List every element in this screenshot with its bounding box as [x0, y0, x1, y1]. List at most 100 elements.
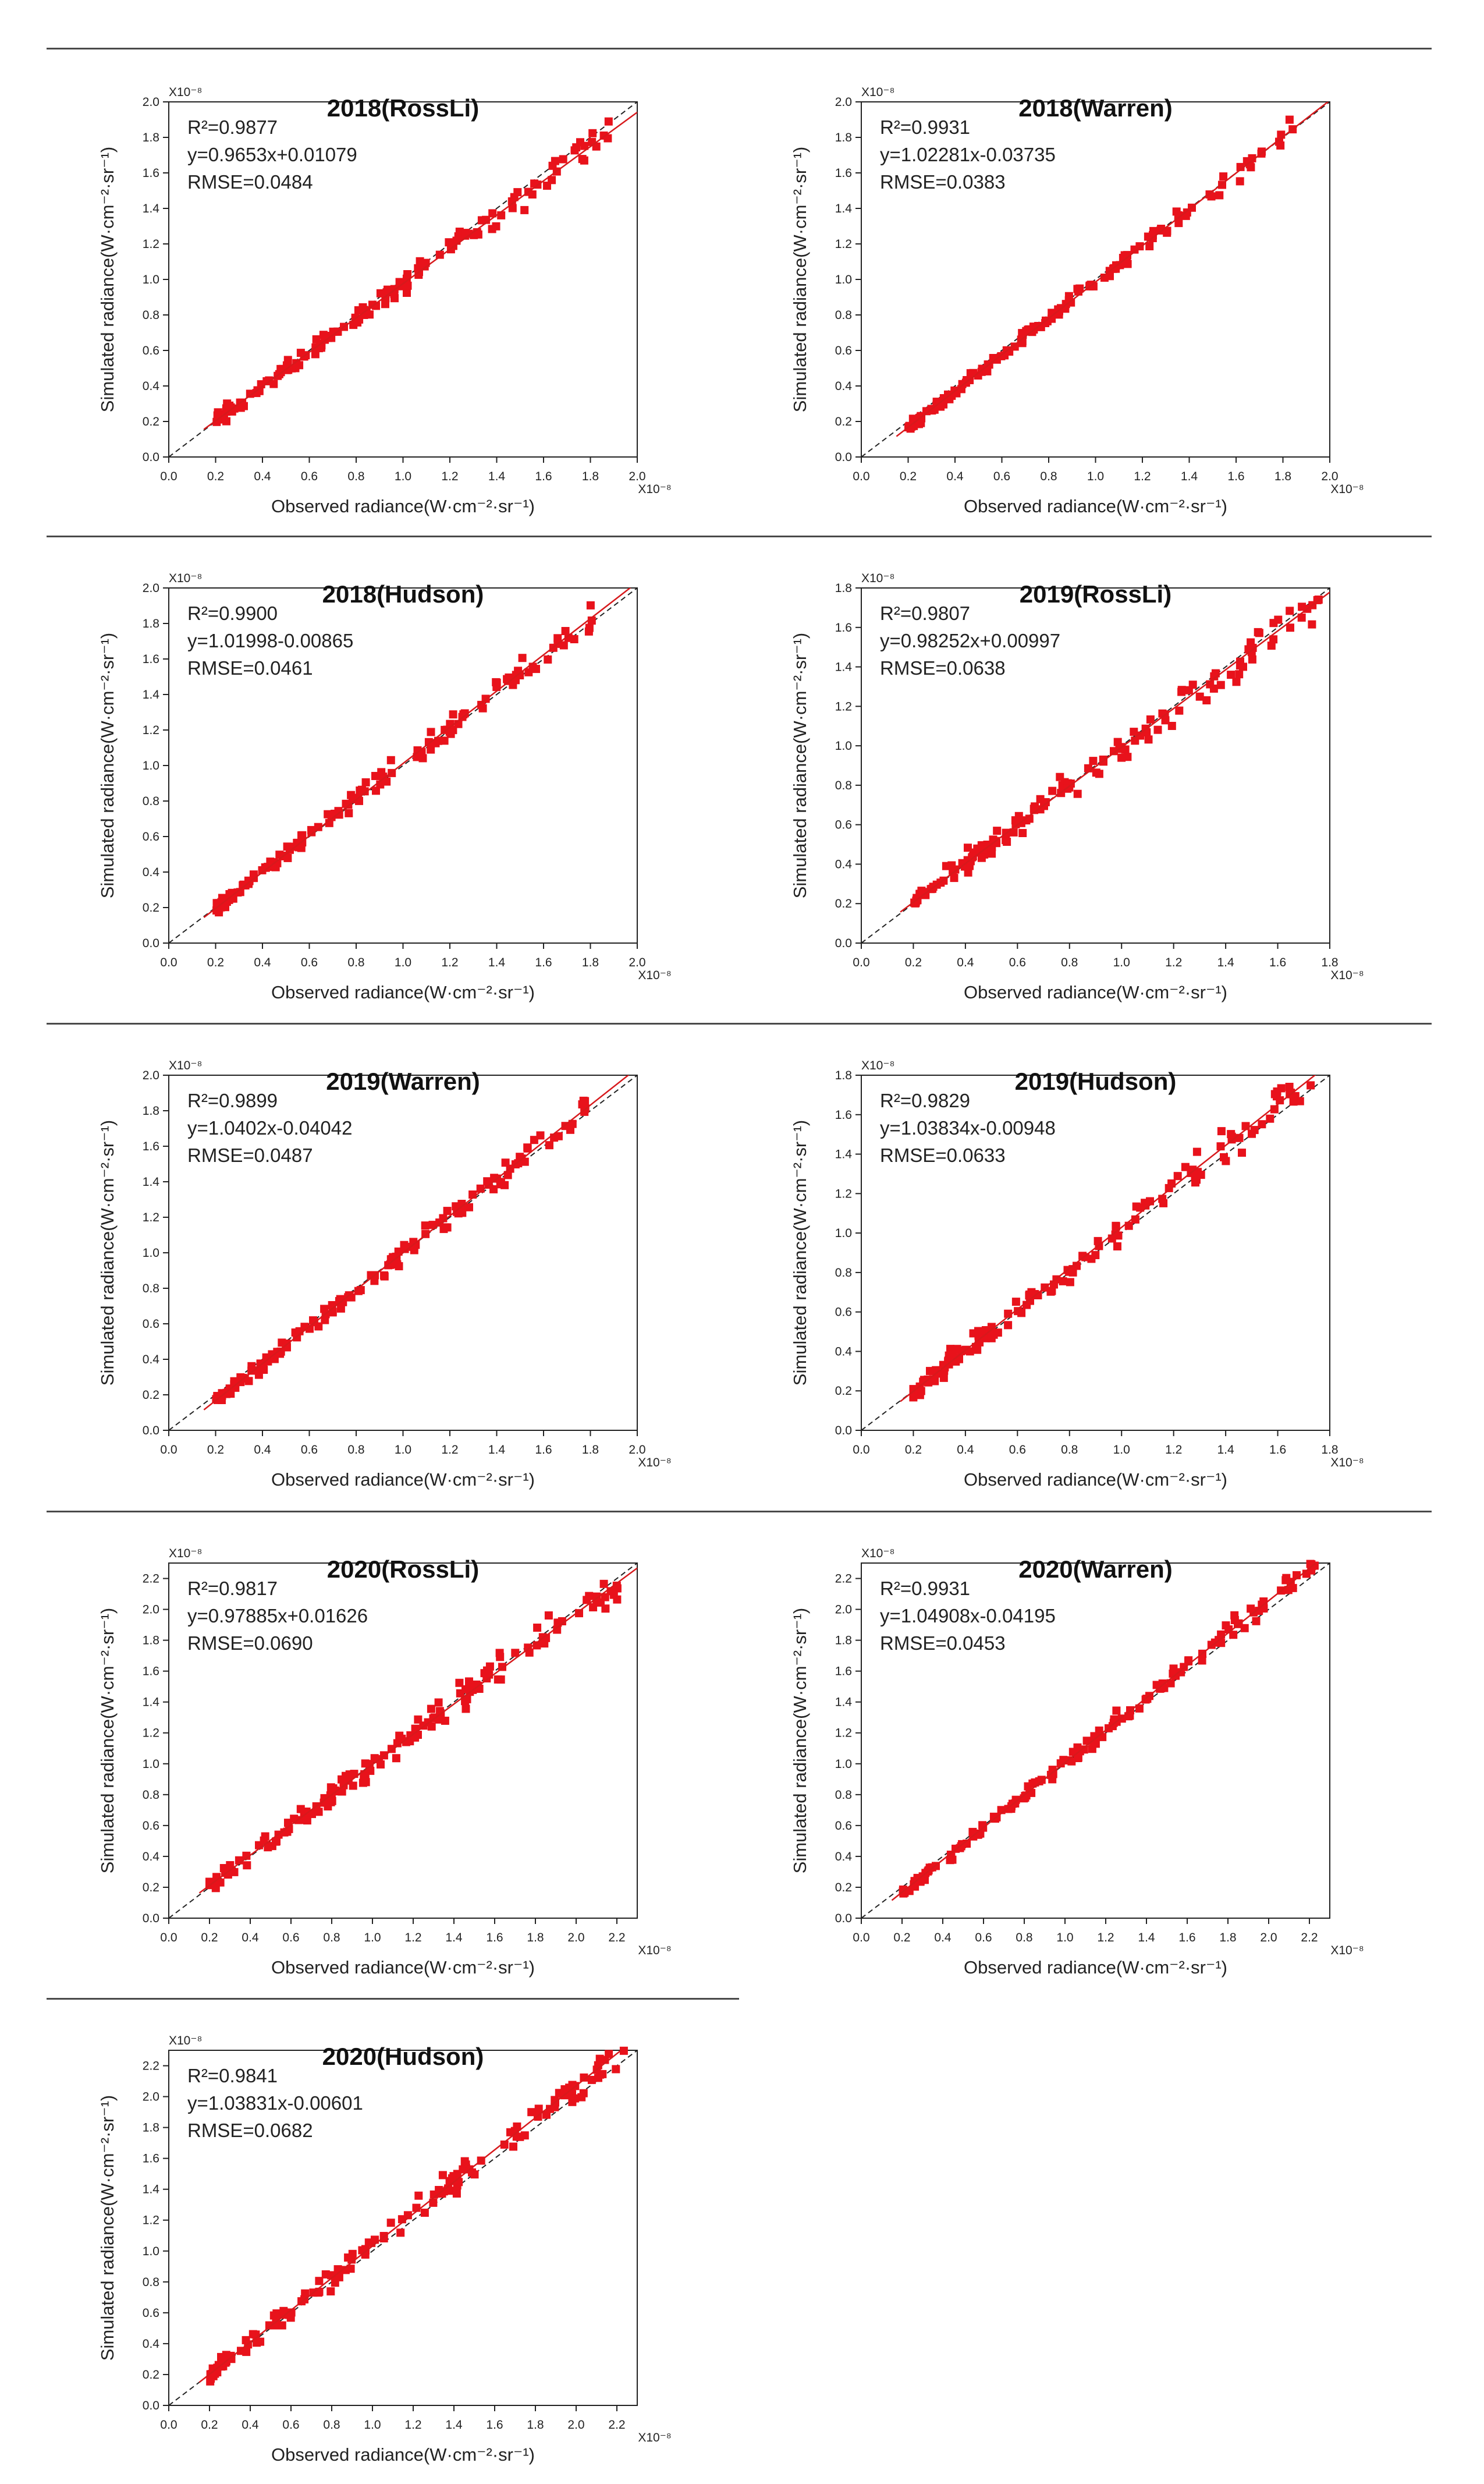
data-point: [276, 1349, 285, 1358]
data-point: [427, 1705, 435, 1713]
separator-row-4: [47, 1998, 739, 2000]
data-point: [395, 1731, 404, 1740]
data-point: [256, 2337, 265, 2346]
data-point: [1114, 1231, 1123, 1240]
data-point: [269, 2311, 278, 2320]
rmse-label: RMSE=0.0633: [880, 1144, 1006, 1166]
data-point: [306, 1324, 314, 1333]
data-point: [605, 2050, 613, 2058]
data-point: [554, 1132, 563, 1140]
x-tick-label: 0.6: [993, 470, 1010, 483]
data-point: [392, 1754, 400, 1763]
y-tick-label: 0.4: [143, 380, 160, 393]
r-squared-label: R²=0.9899: [187, 1090, 278, 1111]
data-points: [899, 1560, 1319, 1898]
data-point: [361, 1772, 370, 1781]
data-point: [604, 117, 613, 126]
data-point: [993, 1328, 1002, 1337]
y-tick-label: 1.6: [835, 166, 852, 180]
data-point: [1232, 678, 1241, 686]
y-tick-label: 1.2: [143, 238, 159, 251]
data-points: [205, 1579, 622, 1893]
data-point: [1298, 603, 1307, 611]
data-point: [1153, 725, 1162, 734]
x-tick-label: 0.4: [957, 1443, 974, 1457]
data-point: [349, 1781, 357, 1790]
data-point: [947, 391, 956, 400]
x-tick-label: 1.2: [404, 2418, 421, 2432]
x-tick-label: 1.2: [441, 470, 458, 483]
x-tick-label: 0.4: [957, 956, 974, 969]
scatter-panel: 0.0 0.0 0.2 0.2 0.4 0.4 0.6 0.6 0.8 0.8 1.0 1.0 1.2 1…: [0, 1032, 693, 1506]
x-tick-label: 1.6: [1227, 470, 1244, 483]
x-tick-label: 1.4: [1217, 956, 1235, 969]
data-point: [396, 2228, 405, 2237]
y-tick-label: 1.2: [835, 700, 852, 713]
x-tick-label: 0.8: [347, 470, 364, 483]
data-point: [247, 1366, 256, 1375]
scatter-panel: 0.0 0.0 0.2 0.2 0.4 0.4 0.6 0.6 0.8 0.8 1.0 1.0 1.2 1…: [0, 1519, 693, 1994]
data-point: [1267, 642, 1276, 650]
data-point: [1236, 177, 1244, 186]
data-point: [506, 2128, 514, 2136]
y-tick-label: 1.8: [143, 1104, 159, 1118]
data-point: [950, 874, 958, 883]
data-point: [1003, 838, 1011, 846]
data-point: [1084, 764, 1092, 773]
x-tick-label: 1.0: [395, 956, 411, 969]
data-point: [544, 1611, 553, 1620]
data-point: [345, 809, 353, 817]
y-tick-label: 1.6: [143, 2152, 159, 2166]
x-tick-label: 1.0: [364, 2418, 381, 2432]
data-point: [416, 257, 424, 265]
data-point: [342, 799, 350, 808]
y-tick-label: 0.8: [835, 309, 852, 322]
y-tick-label: 1.0: [835, 1227, 852, 1240]
data-point: [1043, 317, 1052, 325]
data-point: [1011, 816, 1020, 825]
fit-equation: y=1.0402x-0.04042: [187, 1117, 352, 1139]
x-tick-label: 2.2: [1301, 1931, 1318, 1944]
x-tick-label: 2.0: [1260, 1931, 1277, 1944]
data-points: [212, 601, 596, 917]
x-tick-label: 0.4: [242, 2418, 259, 2432]
data-point: [949, 866, 957, 875]
data-point: [1089, 757, 1098, 766]
data-point: [523, 1144, 532, 1153]
y-tick-label: 1.6: [143, 166, 159, 180]
data-point: [1259, 1604, 1268, 1613]
data-point: [501, 1158, 510, 1167]
data-point: [1276, 1096, 1284, 1105]
x-tick-label: 0.8: [1061, 956, 1078, 969]
y-tick-label: 0.0: [835, 451, 852, 464]
fit-equation: y=0.9653x+0.01079: [187, 144, 357, 165]
y-tick-label: 0.2: [835, 1384, 852, 1398]
data-point: [516, 2132, 524, 2141]
data-point: [1080, 1745, 1088, 1754]
one-to-one-line: [861, 1563, 1330, 1918]
data-point: [1034, 1291, 1042, 1299]
data-point: [465, 1677, 473, 1686]
data-point: [380, 1271, 388, 1280]
data-point: [1117, 753, 1126, 762]
x-tick-label: 0.8: [347, 1443, 364, 1457]
x-axis-label: Observed radiance(W·cm⁻²·sr⁻¹): [271, 982, 535, 1002]
x-tick-label: 1.2: [1097, 1931, 1114, 1944]
data-point: [899, 1885, 907, 1894]
data-point: [1191, 1173, 1199, 1182]
data-point: [219, 899, 228, 908]
x-tick-label: 1.8: [1274, 470, 1291, 483]
data-point: [283, 853, 292, 862]
y-tick-label: 1.6: [143, 1665, 159, 1678]
data-point: [977, 1328, 985, 1337]
data-point: [1188, 681, 1197, 689]
y-tick-label: 1.6: [143, 653, 159, 666]
data-point: [1048, 1287, 1056, 1295]
chart-title: 2019(Hudson): [1015, 1068, 1177, 1095]
data-point: [1284, 1586, 1293, 1594]
data-point: [438, 2171, 447, 2180]
y-tick-label: 0.4: [835, 1345, 853, 1358]
y-tick-label: 0.8: [835, 1788, 852, 1802]
data-point: [1269, 635, 1278, 644]
x-tick-label: 1.4: [488, 470, 506, 483]
